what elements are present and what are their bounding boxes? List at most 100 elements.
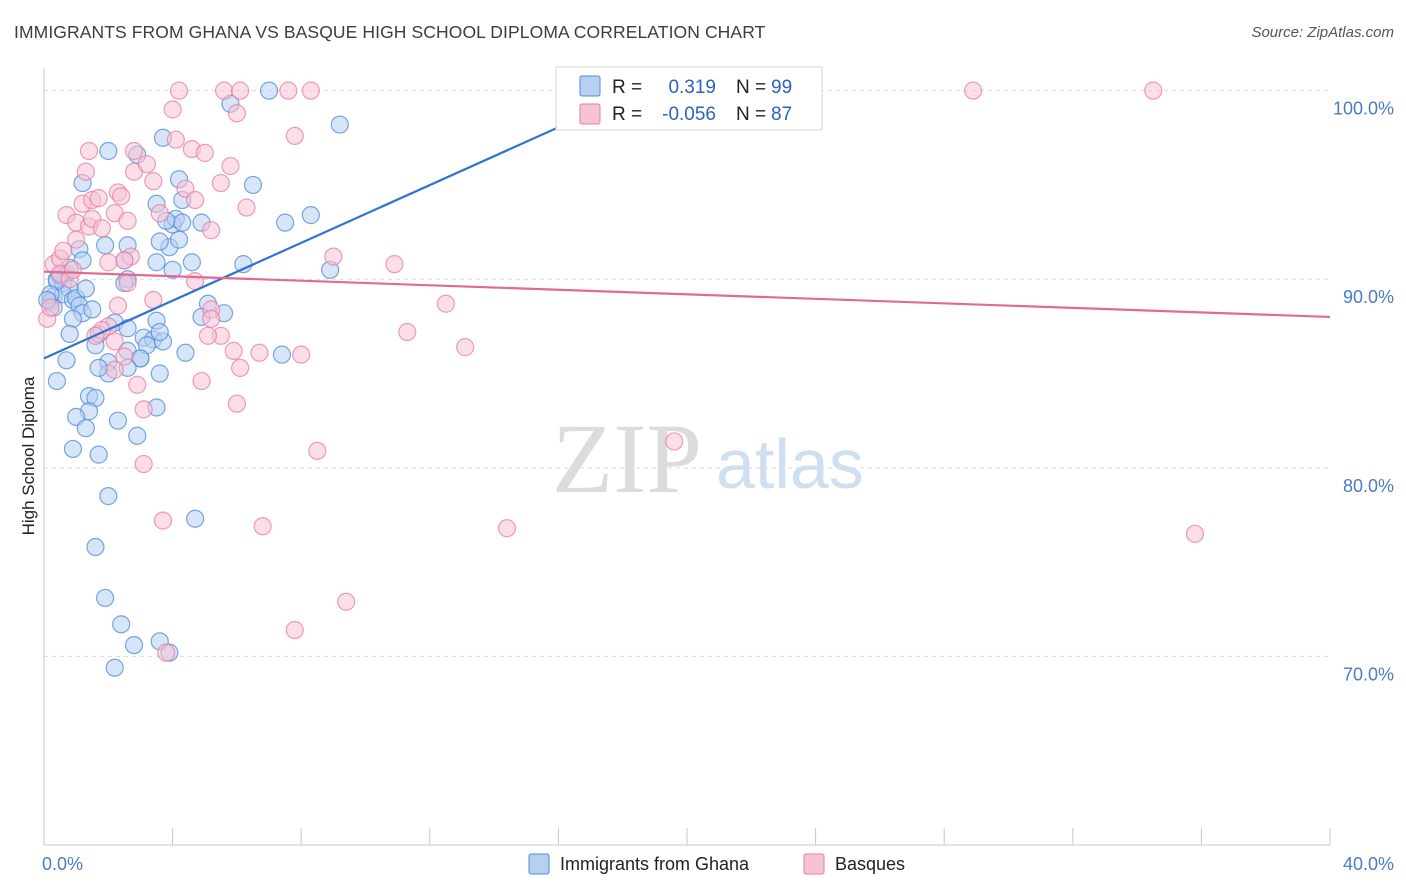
basques-point-56 — [231, 358, 250, 377]
ghana-point-61 — [169, 230, 189, 249]
y-tick-labels: 100.0% 90.0% 80.0% 70.0% — [1333, 99, 1394, 685]
basques-point-54 — [198, 326, 218, 345]
basques-point-14 — [76, 162, 95, 181]
basques-point-86 — [253, 517, 272, 536]
basques-point-65 — [231, 81, 250, 100]
basques-point-58 — [192, 371, 211, 391]
ghana-point-42 — [186, 509, 205, 528]
stats-legend: R = 0.319 N = 99 R = -0.056 N = 87 — [555, 66, 823, 131]
basques-point-79 — [964, 81, 983, 100]
y-tick-label-0: 100.0% — [1333, 99, 1394, 119]
ghana-point-51 — [95, 236, 115, 255]
basques-point-82 — [337, 592, 356, 611]
legend-r-label-ghana: R = — [612, 77, 642, 98]
basques-point-49 — [202, 221, 221, 240]
basques-point-32 — [115, 347, 134, 366]
watermark-zip: ZIP — [552, 403, 702, 514]
legend-r-value-basques: -0.056 — [662, 104, 716, 125]
basques-point-78 — [665, 432, 684, 451]
legend-n-value-ghana: 99 — [771, 77, 792, 98]
basques-point-84 — [157, 643, 176, 662]
ghana-point-45 — [124, 635, 144, 655]
ghana-point-41 — [86, 537, 105, 557]
basques-point-33 — [105, 360, 124, 379]
ghana-point-78 — [259, 81, 279, 100]
ghana-point-68 — [301, 206, 320, 225]
legend-n-label-ghana: N = — [736, 77, 766, 98]
series-legend: Immigrants from Ghana Basques — [528, 853, 905, 875]
ghana-point-86 — [118, 319, 137, 338]
basques-point-55 — [224, 341, 243, 360]
basques-point-26 — [118, 273, 137, 293]
basques-point-8 — [67, 230, 86, 249]
basques-point-7 — [63, 260, 83, 279]
ghana-point-56 — [163, 260, 182, 279]
ghana-point-28 — [89, 358, 108, 377]
ghana-point-15 — [83, 300, 102, 319]
basques-point-72 — [324, 247, 343, 266]
legend-r-label-basques: R = — [612, 104, 642, 125]
ghana-point-35 — [76, 419, 95, 438]
ghana-point-55 — [182, 253, 201, 272]
basques-point-68 — [285, 126, 304, 145]
ghana-point-13 — [76, 279, 95, 298]
ghana-point-29 — [47, 371, 66, 391]
y-axis-label: High School Diploma — [19, 376, 38, 535]
basques-point-59 — [211, 173, 230, 193]
basques-point-80 — [1144, 81, 1163, 100]
ghana-point-36 — [128, 426, 147, 445]
source-note: Source: ZipAtlas.com — [1251, 24, 1394, 41]
series-legend-swatch-ghana — [528, 853, 550, 875]
ghana-point-54 — [147, 253, 166, 272]
y-tick-label-3: 70.0% — [1343, 664, 1394, 684]
ghana-point-48 — [105, 658, 124, 677]
ghana-point-74 — [99, 141, 118, 161]
legend-n-label-basques: N = — [736, 104, 766, 125]
ghana-point-18 — [57, 351, 76, 370]
basques-point-18 — [92, 219, 111, 238]
ghana-point-71 — [243, 175, 263, 195]
y-tick-label-2: 80.0% — [1343, 476, 1394, 496]
basques-point-64 — [214, 81, 234, 100]
basques-point-63 — [169, 81, 189, 100]
ghana-point-57 — [234, 255, 253, 274]
ghana-point-60 — [150, 232, 169, 251]
basques-point-40 — [137, 155, 156, 174]
ghana-point-37 — [63, 439, 83, 459]
basques-point-71 — [308, 441, 327, 460]
basques-point-27 — [108, 296, 128, 315]
basques-point-1 — [41, 298, 60, 317]
basques-point-57 — [227, 394, 246, 413]
basques-point-42 — [150, 204, 169, 223]
x-tick-label-end: 40.0% — [1343, 854, 1394, 874]
basques-point-73 — [385, 255, 404, 274]
basques-point-44 — [166, 130, 185, 149]
ghana-point-87 — [150, 322, 169, 342]
ghana-point-34 — [108, 411, 128, 430]
basques-point-34 — [128, 375, 147, 394]
x-ticks — [172, 828, 1331, 845]
ghana-point-25 — [150, 364, 169, 383]
basques-point-48 — [186, 190, 205, 210]
watermark-atlas: atlas — [716, 425, 864, 503]
basques-point-62 — [227, 104, 246, 123]
series-legend-swatch-basques — [803, 853, 825, 875]
basques-point-85 — [153, 511, 173, 530]
basques-point-4 — [54, 241, 73, 261]
basques-point-38 — [124, 141, 144, 161]
basques-point-75 — [436, 294, 455, 313]
ghana-point-44 — [112, 615, 131, 634]
basques-point-22 — [118, 211, 137, 230]
basques-point-66 — [279, 81, 298, 100]
basques-point-25 — [99, 253, 118, 272]
x-tick-label-start: 0.0% — [42, 854, 83, 874]
trend-lines — [43, 85, 1331, 360]
ghana-point-89 — [176, 343, 195, 362]
basques-trend-line — [43, 270, 1331, 319]
basques-point-36 — [134, 454, 153, 474]
ghana-point-67 — [276, 213, 295, 232]
basques-point-35 — [134, 400, 153, 419]
basques-point-52 — [202, 309, 221, 328]
ghana-point-90 — [272, 345, 292, 364]
